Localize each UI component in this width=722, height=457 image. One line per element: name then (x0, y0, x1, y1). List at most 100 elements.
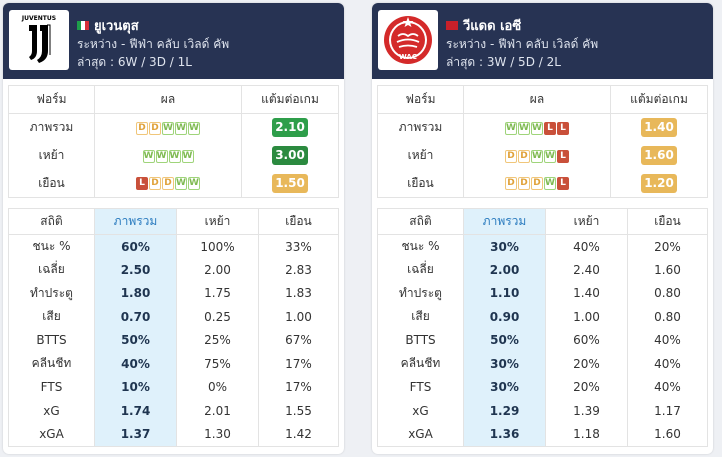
stat-value: 100% (176, 234, 259, 258)
competition-text: ระหว่าง - ฟีฟ่า คลับ เวิลด์ คัพ (446, 37, 599, 51)
stat-label: ชนะ % (377, 234, 464, 258)
stat-value: 40% (627, 375, 708, 399)
wydad-logo-icon: WAC (378, 10, 438, 70)
morocco-flag-icon (446, 21, 458, 30)
stat-value: 10% (94, 375, 177, 399)
stat-value: 1.55 (258, 399, 339, 423)
stat-label: xGA (8, 422, 95, 446)
stat-value: 40% (94, 352, 177, 376)
form-result-pill: W (168, 149, 181, 163)
stat-value: 1.40 (545, 281, 628, 305)
stat-value: 50% (463, 328, 546, 352)
svg-text:JUVENTUS: JUVENTUS (21, 15, 56, 22)
stat-value: 1.83 (258, 281, 339, 305)
stats-row: BTTS 50% 25% 67% (8, 328, 339, 352)
stat-value: 0.70 (94, 305, 177, 329)
recent-record: ล่าสุด : 3W / 5D / 2L (446, 55, 561, 69)
stat-value: 1.37 (94, 422, 177, 446)
stat-value: 2.00 (463, 258, 546, 282)
form-result-pill: D (518, 149, 530, 163)
stat-value: 0.90 (463, 305, 546, 329)
form-result-pill: W (505, 121, 517, 135)
team-name[interactable]: ยูเวนตุส (77, 15, 139, 36)
form-label: ภาพรวม (8, 113, 95, 142)
stat-value: 40% (627, 328, 708, 352)
stat-label: เฉลี่ย (8, 258, 95, 282)
stat-value: 2.83 (258, 258, 339, 282)
stat-label: xG (8, 399, 95, 423)
stats-row: เฉลี่ย 2.50 2.00 2.83 (8, 258, 339, 282)
stat-value: 1.42 (258, 422, 339, 446)
svg-text:WAC: WAC (399, 53, 417, 61)
team-name[interactable]: วีแดด เอซี (446, 15, 521, 36)
stats-header: สถิติ (8, 208, 95, 235)
form-result-pill: W (188, 121, 200, 135)
team-header: JUVENTUS ยูเวนตุส ระหว่าง - ฟีฟ่า คลับ เ… (3, 3, 344, 79)
stat-value: 1.74 (94, 399, 177, 423)
competition-text: ระหว่าง - ฟีฟ่า คลับ เวิลด์ คัพ (77, 37, 230, 51)
stats-row: เฉลี่ย 2.00 2.40 1.60 (377, 258, 708, 282)
overall-header: ภาพรวม (94, 208, 177, 235)
team-header: WAC วีแดด เอซี ระหว่าง - ฟีฟ่า คลับ เวิล… (372, 3, 713, 79)
form-result-pill: W (531, 149, 543, 163)
stat-value: 50% (94, 328, 177, 352)
ppg-badge: 1.60 (641, 146, 677, 165)
stat-value: 1.18 (545, 422, 628, 446)
stats-row: BTTS 50% 60% 40% (377, 328, 708, 352)
ppg-badge: 1.40 (641, 118, 677, 138)
italy-flag-icon (77, 21, 89, 30)
stat-value: 2.01 (176, 399, 259, 423)
form-result-pill: W (181, 149, 194, 163)
stats-row: FTS 10% 0% 17% (8, 375, 339, 399)
ppg-badge: 3.00 (272, 146, 308, 165)
form-result-pill: W (188, 177, 200, 191)
team-name-text[interactable]: วีแดด เอซี (463, 19, 522, 34)
form-result-pill: D (162, 177, 174, 191)
form-result-pill: D (149, 177, 161, 191)
stats-row: ชนะ % 30% 40% 20% (377, 234, 708, 258)
form-label: เหย้า (8, 141, 95, 170)
stats-row: xGA 1.37 1.30 1.42 (8, 422, 339, 446)
stat-label: BTTS (8, 328, 95, 352)
form-result-pill: L (136, 177, 148, 191)
stat-value: 1.60 (627, 422, 708, 446)
ppg-badge: 1.50 (272, 173, 308, 193)
form-result-pill: D (505, 177, 517, 191)
stats-row: คลีนชีท 40% 75% 17% (8, 352, 339, 376)
form-result-pill: D (531, 177, 543, 191)
form-result-pill: L (557, 121, 569, 135)
form-label: เยือน (377, 169, 464, 198)
form-result-pill: W (544, 177, 556, 191)
stat-value: 1.30 (176, 422, 259, 446)
stat-label: BTTS (377, 328, 464, 352)
stat-label: ทำประตู (8, 281, 95, 305)
form-result-pill: L (557, 149, 569, 163)
result-header: ผล (94, 85, 242, 114)
stat-value: 67% (258, 328, 339, 352)
stats-row: คลีนชีท 30% 20% 40% (377, 352, 708, 376)
result-header: ผล (463, 85, 611, 114)
stats-row: เสีย 0.90 1.00 0.80 (377, 305, 708, 329)
home-header: เหย้า (176, 208, 259, 235)
away-header: เยือน (258, 208, 339, 235)
form-result-pill: W (544, 149, 556, 163)
stats-row: ชนะ % 60% 100% 33% (8, 234, 339, 258)
team-name-text[interactable]: ยูเวนตุส (94, 19, 139, 34)
stat-value: 40% (627, 352, 708, 376)
form-result-pill: D (136, 121, 148, 135)
stat-label: เสีย (377, 305, 464, 329)
form-result-pill: D (518, 177, 530, 191)
stat-value: 40% (545, 234, 628, 258)
form-result-pill: D (149, 121, 161, 135)
stats-header: สถิติ (377, 208, 464, 235)
stat-value: 60% (94, 234, 177, 258)
